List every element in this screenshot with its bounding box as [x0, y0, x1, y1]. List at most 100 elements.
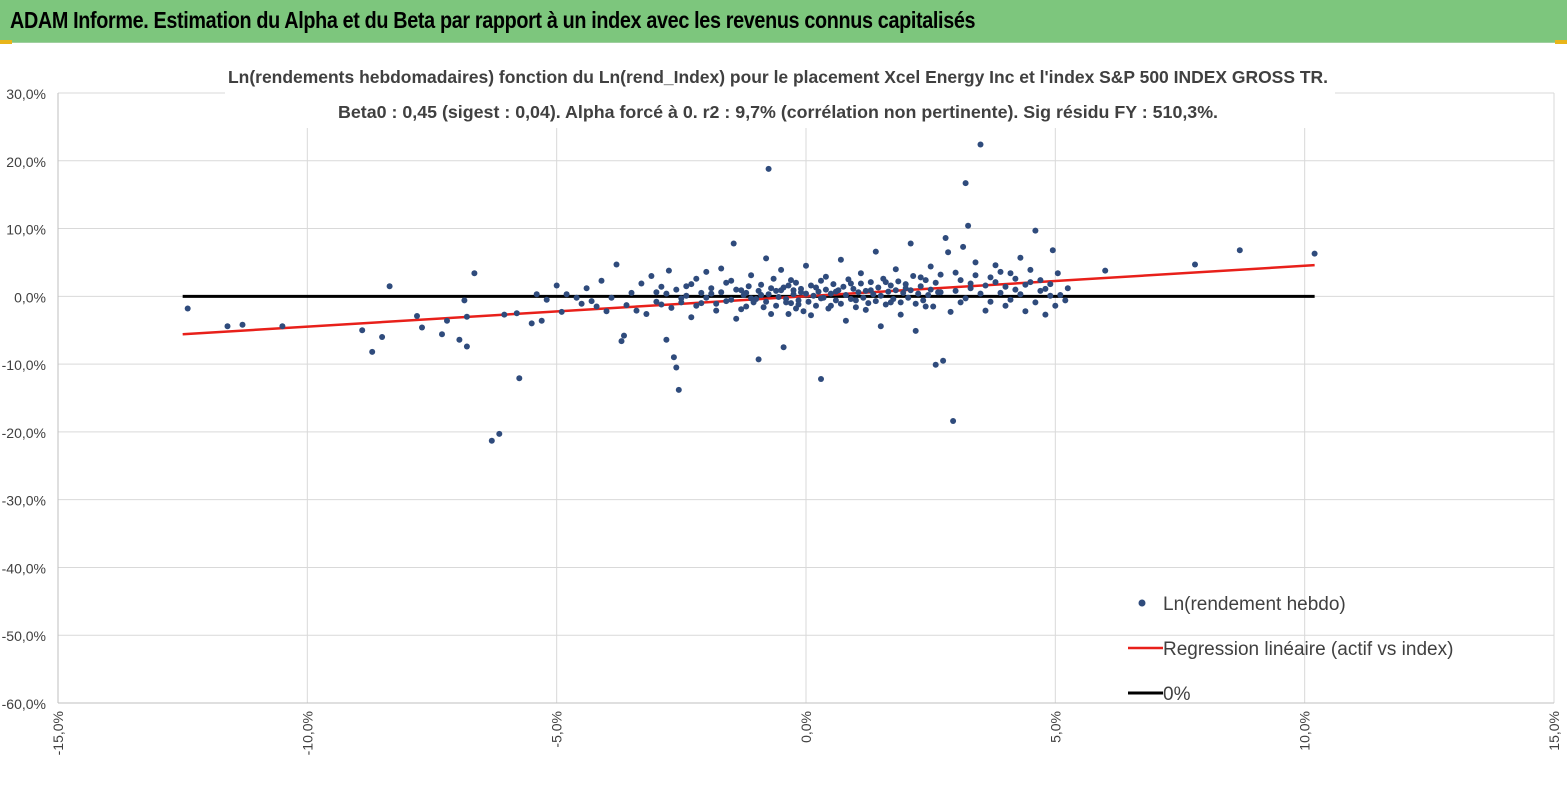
- data-point: [895, 278, 902, 285]
- data-point: [1032, 227, 1039, 234]
- data-point: [608, 294, 615, 301]
- data-point: [553, 282, 560, 289]
- data-point: [897, 311, 904, 318]
- y-tick-label: 10,0%: [6, 222, 46, 238]
- data-point: [950, 418, 957, 424]
- data-point: [1032, 299, 1039, 306]
- data-point: [1002, 283, 1009, 290]
- data-point: [1052, 302, 1059, 309]
- data-point: [1017, 254, 1024, 261]
- data-point: [887, 282, 894, 289]
- data-point: [693, 275, 700, 282]
- y-tick-label: 20,0%: [6, 154, 46, 170]
- data-point: [638, 280, 645, 287]
- data-point: [987, 298, 994, 305]
- data-point: [1057, 292, 1064, 298]
- data-point: [835, 287, 842, 294]
- data-point: [967, 280, 974, 287]
- data-point: [728, 277, 735, 284]
- data-point: [738, 287, 745, 294]
- data-point: [847, 296, 854, 302]
- data-point: [588, 298, 595, 305]
- y-tick-labels: 30,0% 20,0% 10,0% 0,0% -10,0% -20,0% -30,0% -40…: [2, 86, 46, 712]
- data-point: [870, 291, 877, 298]
- corner-marker-right: [1555, 40, 1567, 44]
- data-point: [803, 262, 809, 269]
- data-point: [877, 292, 884, 299]
- data-point: [1002, 302, 1009, 309]
- y-tick-label: -50,0%: [2, 628, 46, 644]
- data-point: [793, 279, 799, 286]
- data-point: [533, 291, 540, 298]
- scatter-points: [184, 141, 1318, 444]
- data-point: [952, 287, 959, 294]
- data-point: [603, 308, 610, 315]
- data-point: [668, 304, 675, 311]
- data-point: [675, 386, 682, 393]
- data-point: [992, 262, 999, 269]
- data-point: [862, 306, 869, 313]
- data-point: [840, 283, 847, 290]
- data-point: [837, 256, 844, 263]
- data-point: [1027, 279, 1034, 286]
- data-point: [543, 296, 550, 303]
- data-point: [528, 320, 535, 327]
- chart-subtitle: Beta0 : 0,45 (sigest : 0,04). Alpha forc…: [338, 102, 1218, 122]
- data-point: [1012, 286, 1019, 293]
- y-tick-label: 30,0%: [6, 86, 46, 102]
- data-point: [628, 289, 635, 296]
- data-point: [768, 311, 775, 317]
- data-point: [860, 294, 867, 301]
- data-point: [688, 314, 695, 321]
- data-point: [845, 276, 852, 283]
- data-point: [885, 288, 892, 295]
- data-point: [912, 327, 919, 334]
- data-point: [915, 290, 922, 297]
- x-tick-label: -10,0%: [299, 711, 315, 755]
- data-point: [755, 287, 762, 294]
- data-point: [621, 332, 627, 339]
- data-point: [810, 292, 817, 299]
- data-point: [785, 282, 792, 289]
- data-point: [977, 141, 984, 148]
- data-point: [463, 313, 470, 320]
- data-point: [890, 296, 897, 302]
- data-point: [688, 281, 695, 288]
- data-point: [795, 297, 802, 304]
- x-tick-label: 0,0%: [798, 711, 814, 743]
- data-point: [578, 300, 585, 307]
- data-point: [865, 300, 872, 307]
- data-point: [653, 298, 660, 305]
- data-point: [780, 344, 787, 351]
- data-point: [920, 297, 927, 304]
- data-point: [1042, 311, 1049, 318]
- data-point: [927, 263, 934, 270]
- data-point: [643, 311, 650, 317]
- data-point: [184, 305, 191, 312]
- data-point: [563, 291, 570, 298]
- data-point: [693, 302, 700, 309]
- data-point: [708, 290, 715, 297]
- data-point: [496, 430, 503, 437]
- data-point: [1236, 247, 1243, 254]
- data-point: [648, 273, 655, 279]
- data-point: [1047, 281, 1054, 288]
- data-point: [907, 240, 914, 247]
- data-point: [653, 289, 660, 296]
- legend-label-zero: 0%: [1163, 684, 1191, 705]
- data-point: [765, 291, 772, 298]
- data-point: [1049, 247, 1056, 254]
- data-point: [892, 287, 899, 294]
- data-point: [419, 324, 425, 331]
- data-point: [1064, 285, 1071, 292]
- data-point: [778, 266, 785, 273]
- data-point: [670, 354, 677, 361]
- data-point: [818, 376, 824, 382]
- data-point: [593, 303, 600, 310]
- data-point: [1042, 285, 1049, 292]
- data-point: [830, 281, 837, 288]
- data-point: [770, 275, 777, 282]
- data-point: [942, 235, 949, 241]
- data-point: [842, 317, 849, 324]
- legend-label-points: Ln(rendement hebdo): [1163, 594, 1346, 615]
